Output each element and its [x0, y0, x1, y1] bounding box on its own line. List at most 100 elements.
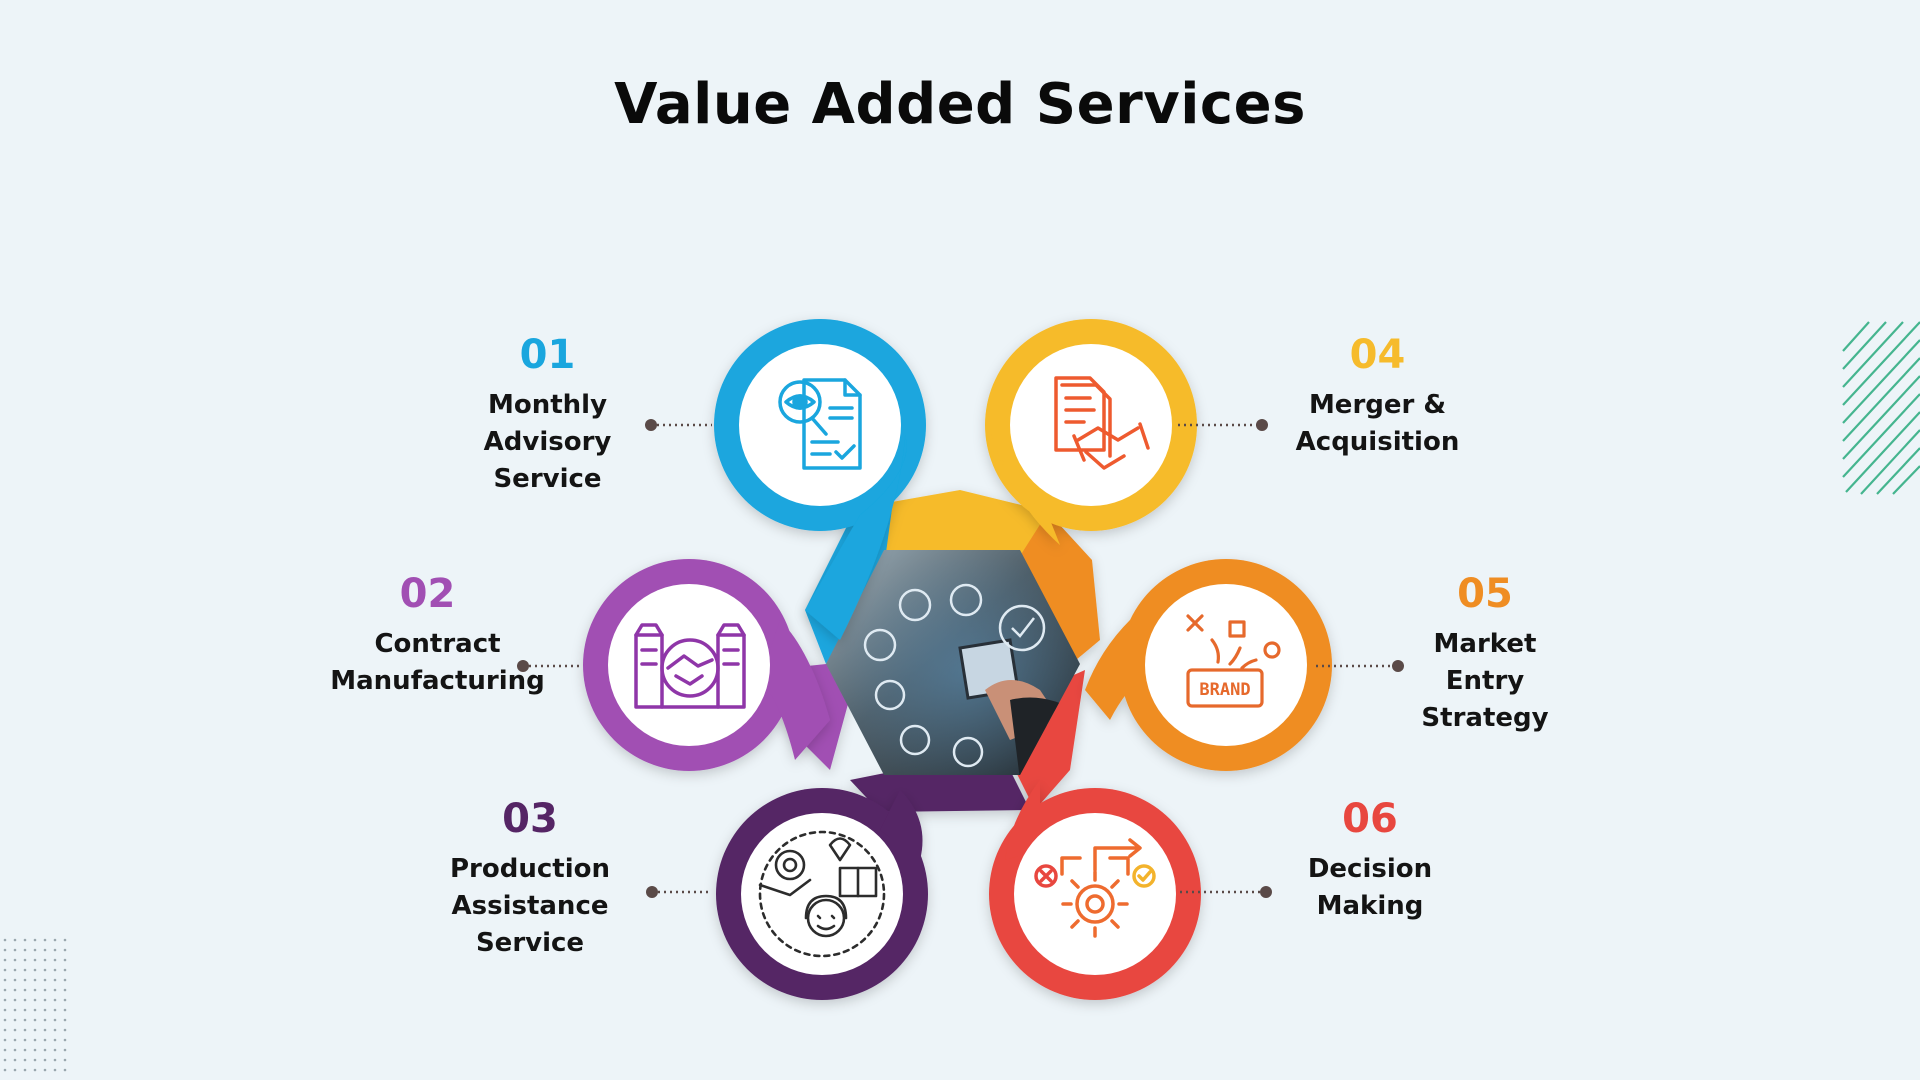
service-01-number: 01 — [519, 332, 576, 378]
decorative-dot — [13, 938, 17, 942]
decorative-dot — [13, 988, 17, 992]
decorative-dot — [23, 978, 27, 982]
decorative-dot — [13, 1068, 17, 1072]
service-04-line-2: Acquisition — [1295, 427, 1460, 457]
service-05-label: 05 Market Entry Strategy — [1400, 572, 1570, 737]
decorative-dot — [43, 948, 47, 952]
decorative-dot — [43, 1048, 47, 1052]
decorative-dot — [3, 958, 7, 962]
decorative-dot — [53, 1058, 57, 1062]
decorative-dot — [33, 948, 37, 952]
agreement-handshake-icon — [1054, 376, 1150, 470]
service-04-text: Merger & Acquisition — [1290, 387, 1465, 461]
decorative-dot — [33, 1068, 37, 1072]
decorative-dot — [23, 1058, 27, 1062]
brand-text: BRAND — [1199, 680, 1250, 700]
decorative-dot — [43, 988, 47, 992]
connector-dots — [517, 419, 1404, 898]
decorative-dot — [43, 1018, 47, 1022]
decorative-dot — [23, 968, 27, 972]
decorative-dot — [33, 1048, 37, 1052]
service-05-number: 05 — [1457, 571, 1513, 617]
service-03-loop — [716, 788, 928, 1000]
decorative-dot — [53, 1028, 57, 1032]
service-05-line-3: Strategy — [1421, 703, 1549, 733]
service-04-number: 04 — [1349, 332, 1406, 378]
service-03-line-2: Assistance — [451, 891, 609, 921]
decorative-dot — [13, 978, 17, 982]
service-06-label: 06 Decision Making — [1290, 797, 1450, 925]
decorative-dot — [13, 1018, 17, 1022]
decorative-dot — [53, 1068, 57, 1072]
decorative-dot — [3, 998, 7, 1002]
service-04-loop — [985, 319, 1197, 545]
decorative-dot — [3, 968, 7, 972]
decorative-dot — [33, 1058, 37, 1062]
service-06-loop — [989, 780, 1201, 1000]
service-02-line-2: Manufacturing — [330, 666, 545, 696]
service-02-number: 02 — [399, 571, 456, 617]
decorative-dot — [43, 1038, 47, 1042]
decorative-dot — [3, 1028, 7, 1032]
decorative-dot — [3, 1058, 7, 1062]
service-01-line-3: Service — [493, 464, 602, 494]
decorative-dot — [63, 998, 67, 1002]
decorative-dot — [63, 1018, 67, 1022]
decorative-dot — [3, 1068, 7, 1072]
decorative-dot — [33, 968, 37, 972]
decorative-dot — [3, 1038, 7, 1042]
decorative-dot — [53, 1048, 57, 1052]
service-01-text: Monthly Advisory Service — [465, 387, 630, 498]
decorative-dot — [23, 1038, 27, 1042]
decorative-dot — [3, 978, 7, 982]
decorative-dot — [33, 1008, 37, 1012]
decorative-dot — [3, 1008, 7, 1012]
decorative-dot — [13, 948, 17, 952]
decorative-dot — [53, 968, 57, 972]
decorative-dot — [43, 1028, 47, 1032]
decorative-dot — [63, 1058, 67, 1062]
decorative-dot — [13, 1008, 17, 1012]
decorative-dot — [13, 958, 17, 962]
factory-handshake-icon — [634, 623, 746, 709]
decorative-dot — [53, 948, 57, 952]
decorative-dot — [3, 988, 7, 992]
decorative-dot — [33, 988, 37, 992]
decorative-dot — [23, 948, 27, 952]
service-04-label: 04 Merger & Acquisition — [1290, 333, 1465, 461]
decorative-dot — [43, 968, 47, 972]
decorative-dot — [23, 1068, 27, 1072]
service-01-line-1: Monthly — [487, 390, 608, 420]
decorative-dot — [63, 948, 67, 952]
decorative-dot — [63, 1068, 67, 1072]
service-03-label: 03 Production Assistance Service — [440, 797, 620, 962]
service-05-text: Market Entry Strategy — [1400, 626, 1570, 737]
decorative-dot — [33, 1038, 37, 1042]
decorative-dot — [63, 1048, 67, 1052]
service-03-number: 03 — [502, 796, 558, 842]
decorative-dot — [13, 1048, 17, 1052]
decorative-dot — [13, 1038, 17, 1042]
decorative-dot — [53, 1008, 57, 1012]
decorative-dot — [53, 938, 57, 942]
decorative-dot — [3, 1048, 7, 1052]
service-06-line-2: Making — [1316, 891, 1424, 921]
decorative-dot — [13, 1058, 17, 1062]
decorative-dot — [33, 998, 37, 1002]
service-02-label: 02 Contract Manufacturing — [330, 572, 545, 700]
service-06-line-1: Decision — [1307, 854, 1433, 884]
decorative-dot — [23, 1048, 27, 1052]
brand-strategy-icon: BRAND — [1186, 614, 1281, 708]
decorative-dot — [53, 1038, 57, 1042]
decorative-dot — [23, 998, 27, 1002]
service-03-line-1: Production — [450, 854, 610, 884]
decorative-dot — [43, 1068, 47, 1072]
decorative-dot — [53, 958, 57, 962]
service-06-text: Decision Making — [1290, 851, 1450, 925]
decorative-stripes — [1842, 321, 1920, 495]
service-03-text: Production Assistance Service — [440, 851, 620, 962]
decorative-dot — [23, 1028, 27, 1032]
decorative-dot — [23, 988, 27, 992]
service-02-line-1: Contract — [374, 629, 501, 659]
